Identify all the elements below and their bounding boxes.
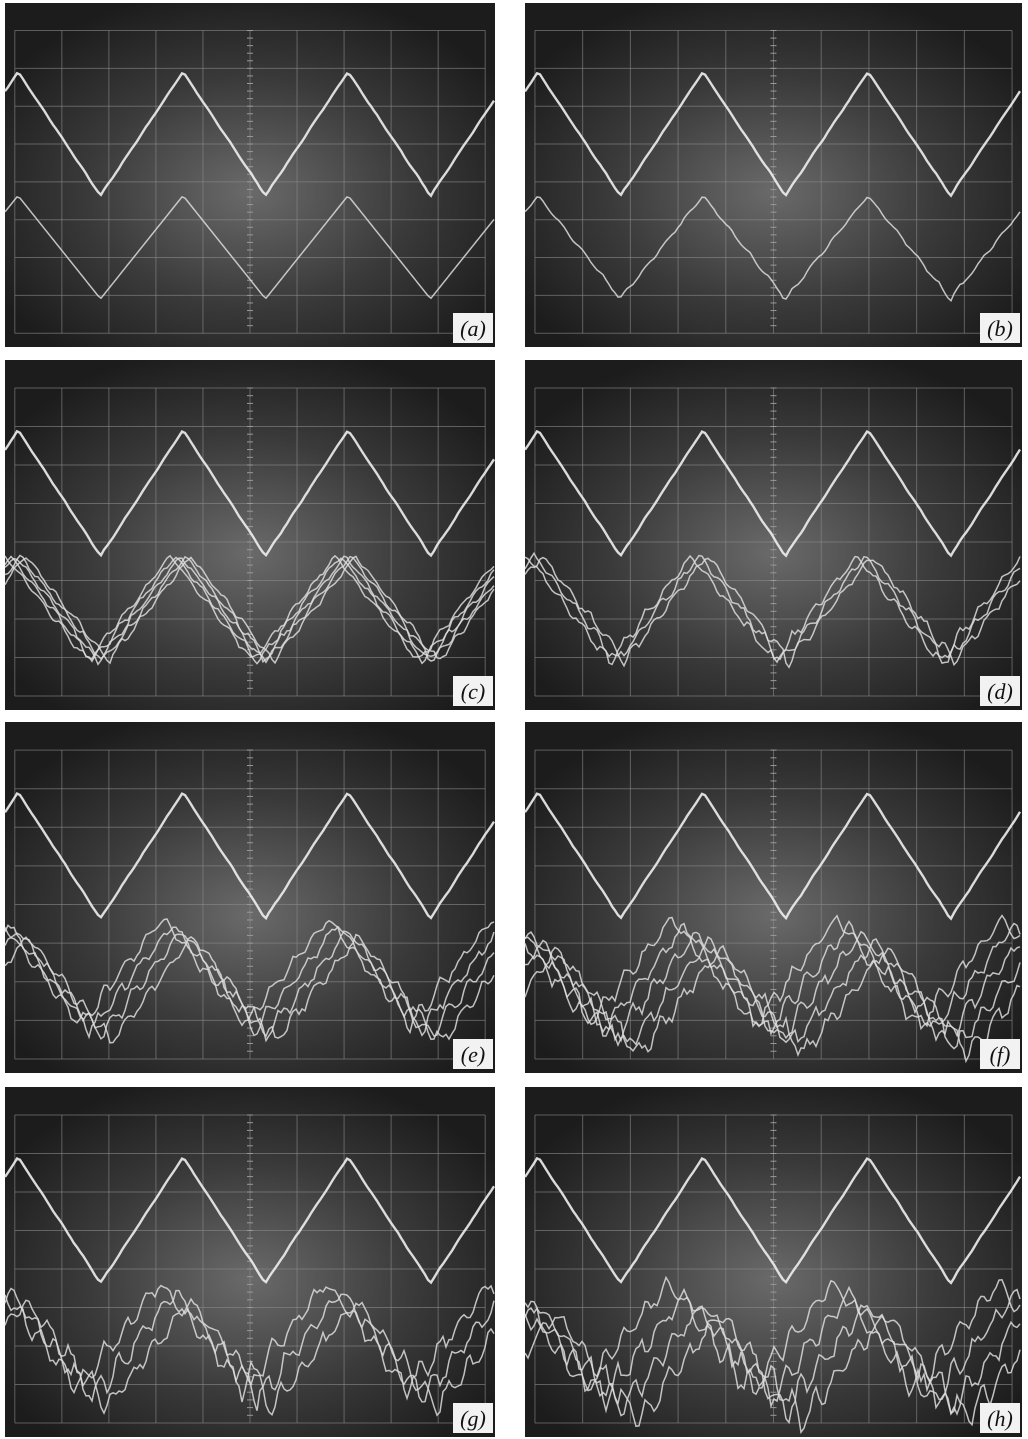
panel-label: (g) <box>460 1406 486 1431</box>
panel: (b) <box>525 3 1022 347</box>
panel: (e) <box>5 722 495 1073</box>
panel: (d) <box>525 360 1022 710</box>
panel-label: (b) <box>987 316 1013 341</box>
panel-label: (c) <box>461 679 485 704</box>
panel: (h) <box>525 1087 1022 1437</box>
panel-label: (d) <box>987 679 1013 704</box>
panel-label: (e) <box>461 1042 485 1067</box>
panel: (f) <box>525 722 1022 1073</box>
panel-label: (a) <box>460 316 486 341</box>
panel-label: (f) <box>990 1042 1011 1067</box>
panel: (g) <box>5 1087 495 1437</box>
panel: (a) <box>5 3 495 347</box>
panel-label: (h) <box>987 1406 1013 1431</box>
page: (a)(b)(c)(d)(e)(f)(g)(h) (() => { const … <box>0 0 1028 1439</box>
figure: (a) (b) (c) (d) (e) (f) (g) (h) <box>0 0 1028 1439</box>
panel: (c) <box>5 360 495 710</box>
